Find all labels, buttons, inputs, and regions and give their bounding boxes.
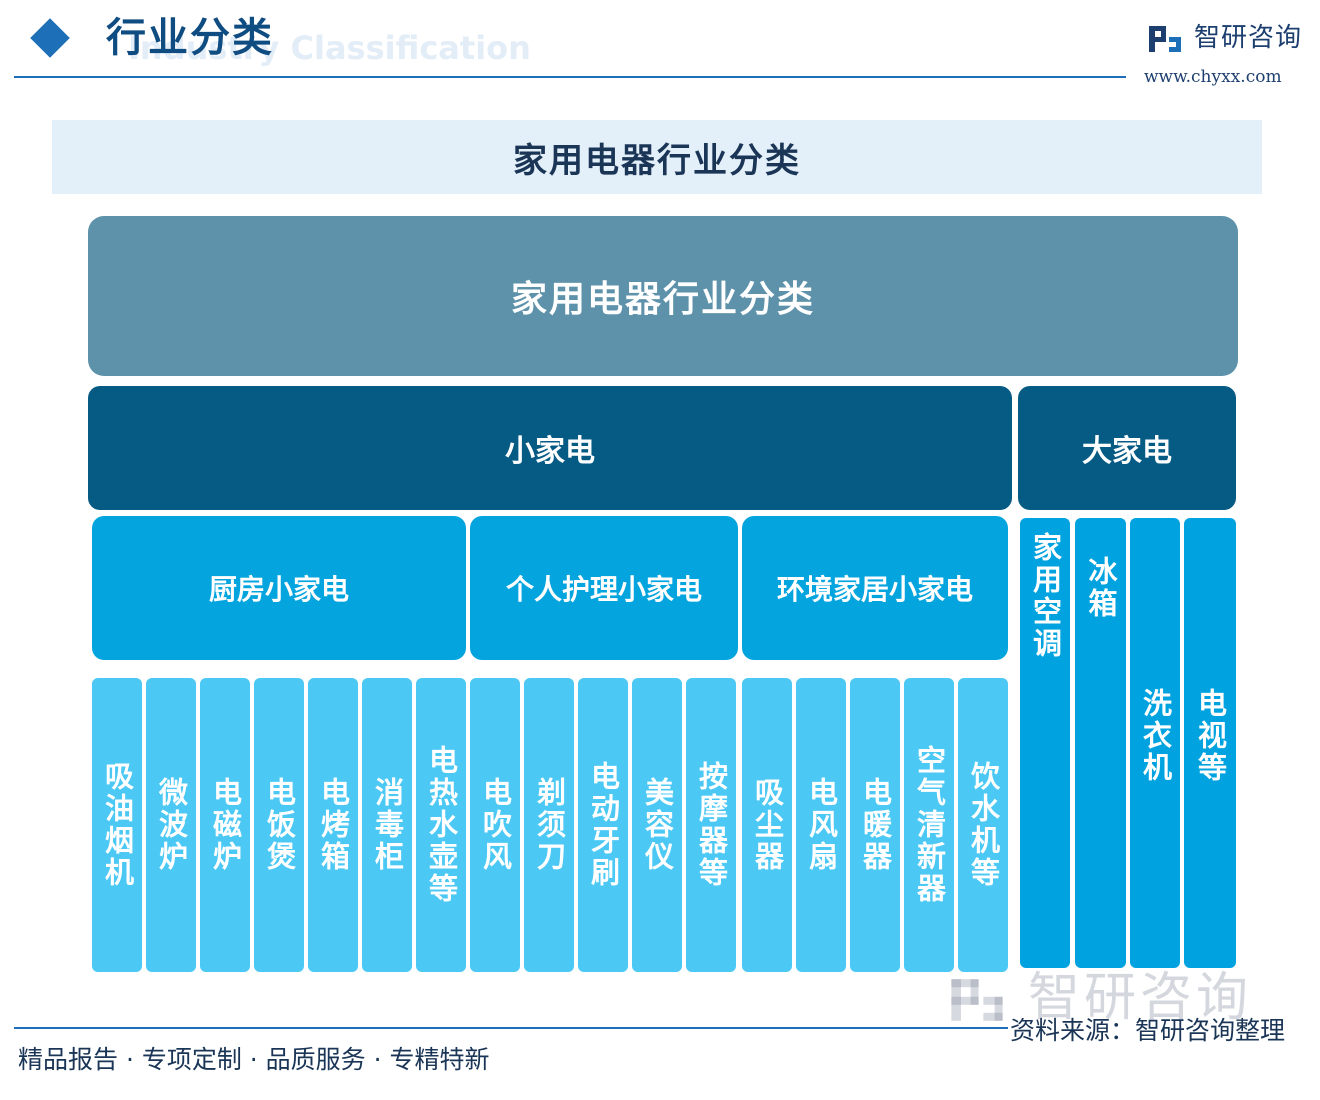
- root-node: 家用电器行业分类: [88, 216, 1238, 376]
- leaf-node: 按摩器等: [686, 678, 736, 972]
- leaf-node: 剃须刀: [524, 678, 574, 972]
- leaf-node: 吸尘器: [742, 678, 792, 972]
- watermark-logo-icon: [951, 979, 1003, 1021]
- logo-url: www.chyxx.com: [1144, 67, 1282, 87]
- large-leaf-label: 家用空调: [1028, 532, 1063, 660]
- leaf-node: 电吹风: [470, 678, 520, 972]
- watermark-name: 智研咨询: [1028, 968, 1253, 1028]
- leaf-label: 电磁炉: [208, 777, 243, 873]
- leaf-label: 吸油烟机: [100, 761, 135, 889]
- header-divider: [14, 76, 1126, 78]
- diagram-banner: 家用电器行业分类: [52, 120, 1262, 194]
- large-appliances-node: 大家电: [1018, 386, 1236, 510]
- leaf-label: 饮水机等: [966, 761, 1001, 889]
- leaf-label: 按摩器等: [694, 761, 729, 889]
- large-leaf-node: 家用空调: [1020, 518, 1070, 968]
- page-subtitle: Industry Classification: [128, 29, 531, 67]
- personal-care-node: 个人护理小家电: [470, 516, 738, 660]
- large-leaf-label: 冰箱: [1084, 556, 1118, 620]
- personal-care-label: 个人护理小家电: [505, 573, 702, 606]
- large-leaf-node: 电视等: [1184, 518, 1236, 968]
- kitchen-appliances-node: 厨房小家电: [92, 516, 466, 660]
- leaf-label: 电暖器: [858, 777, 893, 873]
- leaf-label: 电动牙刷: [586, 761, 621, 889]
- leaf-node: 电风扇: [796, 678, 846, 972]
- leaf-node: 电动牙刷: [578, 678, 628, 972]
- large-appliances-label: 大家电: [1082, 434, 1172, 469]
- leaf-label: 空气清新器: [912, 745, 947, 905]
- logo-name: 智研咨询: [1194, 23, 1303, 53]
- leaf-node: 电饭煲: [254, 678, 304, 972]
- leaf-node: 微波炉: [146, 678, 196, 972]
- leaf-label: 电饭煲: [262, 777, 297, 873]
- leaf-node: 电热水壶等: [416, 678, 466, 972]
- leaf-node: 饮水机等: [958, 678, 1008, 972]
- page-title: 行业分类: [106, 15, 274, 61]
- leaf-label: 吸尘器: [750, 777, 785, 873]
- large-leaf-node: 洗衣机: [1130, 518, 1180, 968]
- logo-icon: [1149, 26, 1181, 52]
- leaf-node: 消毒柜: [362, 678, 412, 972]
- leaf-label: 电风扇: [804, 777, 839, 873]
- title-diamond-icon: [30, 18, 70, 58]
- leaf-node: 电磁炉: [200, 678, 250, 972]
- large-leaf-label: 电视等: [1193, 688, 1228, 784]
- kitchen-appliances-label: 厨房小家电: [208, 573, 349, 606]
- leaf-label: 剃须刀: [532, 777, 567, 873]
- footer-divider: [14, 1027, 1008, 1029]
- home-environment-node: 环境家居小家电: [742, 516, 1008, 660]
- leaf-node: 吸油烟机: [92, 678, 142, 972]
- leaf-node: 空气清新器: [904, 678, 954, 972]
- large-leaf-label: 洗衣机: [1138, 688, 1173, 784]
- small-appliances-node: 小家电: [88, 386, 1012, 510]
- leaf-label: 电烤箱: [316, 777, 351, 873]
- leaf-label: 消毒柜: [370, 777, 405, 873]
- leaf-label: 微波炉: [154, 777, 189, 873]
- home-environment-label: 环境家居小家电: [776, 573, 973, 606]
- small-appliances-label: 小家电: [505, 434, 595, 469]
- banner-title: 家用电器行业分类: [513, 140, 801, 181]
- source-note: 资料来源：智研咨询整理: [1010, 1016, 1286, 1045]
- leaf-node: 美容仪: [632, 678, 682, 972]
- footer-slogan: 精品报告 · 专项定制 · 品质服务 · 专精特新: [18, 1045, 490, 1074]
- large-leaf-node: 冰箱: [1075, 518, 1126, 968]
- leaf-label: 电热水壶等: [424, 745, 459, 905]
- leaf-label: 美容仪: [640, 777, 675, 873]
- root-node-label: 家用电器行业分类: [510, 279, 815, 320]
- leaf-label: 电吹风: [478, 777, 513, 873]
- leaf-node: 电烤箱: [308, 678, 358, 972]
- leaf-node: 电暖器: [850, 678, 900, 972]
